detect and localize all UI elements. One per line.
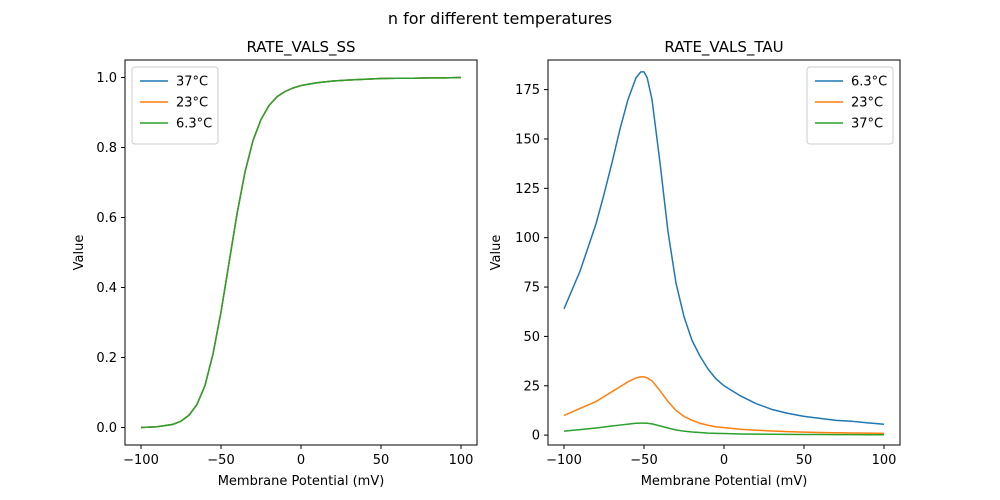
y-tick-label: 0.0 [96, 421, 117, 436]
legend-entry: 23°C [176, 96, 208, 111]
y-axis-label: Value [72, 235, 87, 271]
x-tick-label: −100 [546, 453, 582, 468]
x-tick-label: 100 [449, 453, 474, 468]
x-tick-label: −50 [630, 453, 657, 468]
x-axis-label: Membrane Potential (mV) [641, 474, 808, 489]
y-tick-label: 0.4 [96, 281, 117, 296]
x-tick-label: −100 [123, 453, 159, 468]
legend-box [131, 66, 219, 145]
left-chart-panel: RATE_VALS_SS −100 −50 0 50 100 0.0 0.2 0.4 0.6 0.8… [72, 38, 478, 489]
y-tick-label: 75 [523, 281, 540, 296]
series-line-2 [563, 422, 885, 436]
x-tick-label: 0 [297, 453, 305, 468]
legend: 37°C 23°C 6.3°C [131, 66, 219, 145]
chart-title: RATE_VALS_TAU [664, 38, 783, 57]
chart-title: RATE_VALS_SS [246, 38, 355, 57]
y-tick-label: 100 [515, 231, 540, 246]
y-tick-label: 0.8 [96, 141, 117, 156]
legend-entry: 37°C [176, 75, 208, 90]
y-tick-label: 50 [523, 330, 540, 345]
x-axis-label: Membrane Potential (mV) [218, 474, 385, 489]
x-tick-label: 50 [373, 453, 390, 468]
x-tick-label: 50 [796, 453, 813, 468]
x-tick-label: 100 [872, 453, 897, 468]
y-tick-label: 0 [532, 429, 540, 444]
series-line-2 [140, 76, 462, 429]
x-tick-label: 0 [720, 453, 728, 468]
y-tick-label: 175 [515, 83, 540, 98]
series-line-0 [563, 71, 885, 426]
y-axis-label: Value [489, 235, 504, 271]
y-tick-label: 1.0 [96, 71, 117, 86]
y-tick-label: 25 [523, 379, 540, 394]
right-chart-panel: RATE_VALS_TAU −100 −50 0 50 100 0 25 50 75 100 125 1… [489, 38, 901, 489]
legend-entry: 23°C [851, 96, 883, 111]
legend-box [806, 66, 894, 145]
x-tick-label: −50 [207, 453, 234, 468]
legend-entry: 6.3°C [851, 75, 887, 90]
y-tick-label: 0.6 [96, 211, 117, 226]
y-tick-label: 125 [515, 182, 540, 197]
legend: 6.3°C 23°C 37°C [806, 66, 894, 145]
series-line-1 [563, 376, 885, 435]
legend-entry: 37°C [851, 117, 883, 132]
y-tick-label: 150 [515, 132, 540, 147]
figure-suptitle: n for different temperatures [388, 9, 612, 28]
y-tick-label: 0.2 [96, 351, 117, 366]
legend-entry: 6.3°C [176, 117, 212, 132]
